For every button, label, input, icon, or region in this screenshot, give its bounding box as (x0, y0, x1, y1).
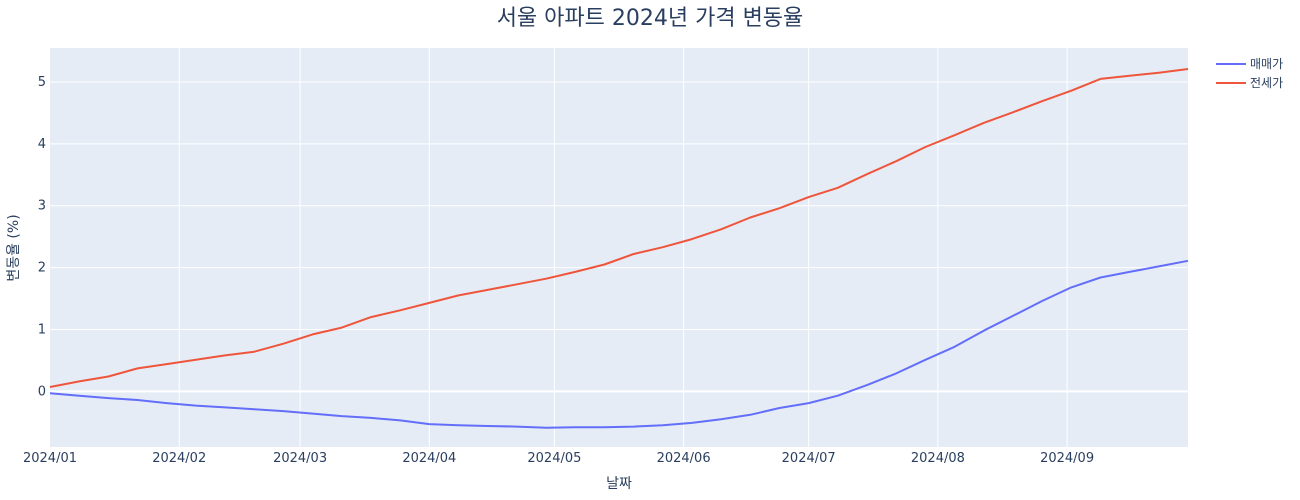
y-tick-label: 3 (38, 199, 46, 214)
series-line-1 (49, 259, 1189, 429)
x-tick-label: 2024/09 (1040, 451, 1094, 466)
y-axis-title: 변동율 (%) (6, 214, 22, 281)
x-axis-title: 날짜 (606, 476, 632, 492)
x-tick-label: 2024/07 (782, 451, 836, 466)
x-tick-label: 2024/05 (527, 451, 581, 466)
legend-label: 매매가 (1250, 57, 1283, 71)
y-tick-label: 0 (38, 384, 46, 399)
x-tick-label: 2024/08 (911, 451, 965, 466)
y-tick-label: 4 (38, 137, 46, 152)
x-gridlines (178, 48, 1068, 447)
x-tick-label: 2024/06 (657, 451, 711, 466)
y-tick-label: 5 (38, 75, 46, 90)
plot-area (50, 48, 1188, 447)
x-tick-label: 2024/01 (23, 451, 77, 466)
legend-label: 전세가 (1250, 76, 1283, 90)
y-tick-labels: 0 1 2 3 4 5 (38, 75, 46, 399)
series-line-2 (49, 68, 1189, 388)
y-tick-label: 1 (38, 322, 46, 337)
y-gridlines (50, 81, 1188, 393)
x-tick-labels: 2024/01 2024/02 2024/03 2024/04 2024/05 2024/… (23, 451, 1094, 466)
y-tick-label: 2 (38, 261, 46, 276)
chart-title: 서울 아파트 2024년 가격 변동율 (497, 6, 804, 31)
series-lines (49, 68, 1189, 429)
x-tick-label: 2024/04 (402, 451, 456, 466)
x-tick-label: 2024/02 (152, 451, 206, 466)
x-tick-label: 2024/03 (273, 451, 327, 466)
